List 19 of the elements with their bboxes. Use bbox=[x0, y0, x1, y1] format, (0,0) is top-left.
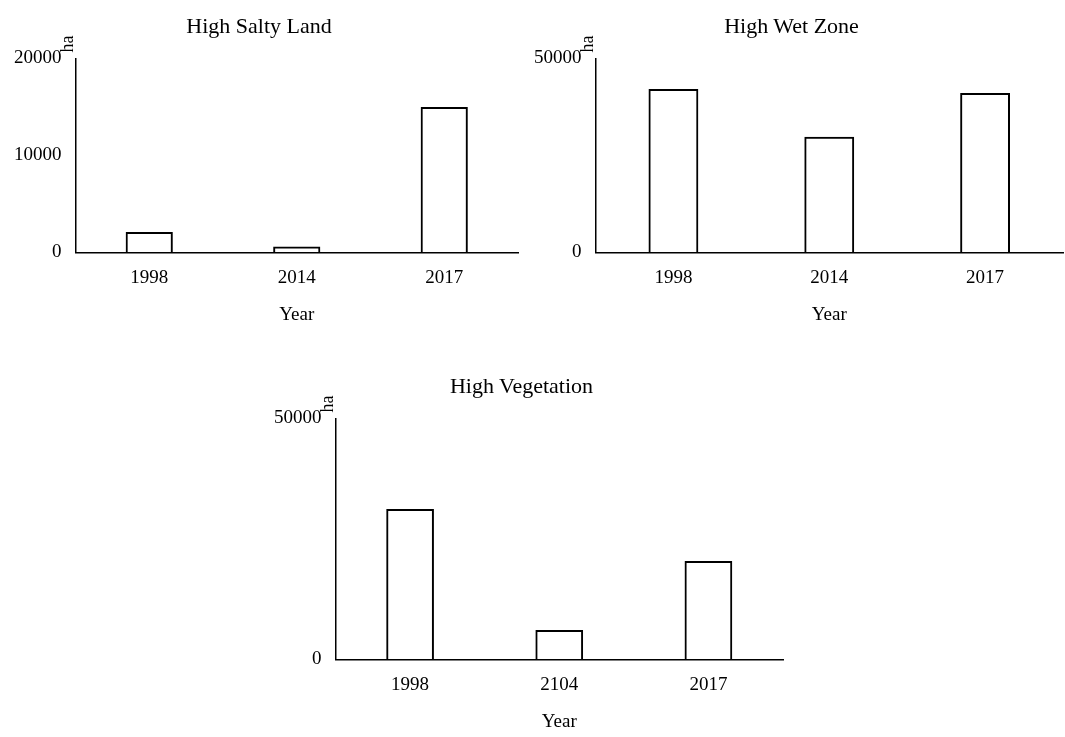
x-axis-title: Year bbox=[541, 709, 578, 731]
x-axis-title: Year bbox=[811, 302, 848, 324]
y-tick-label: 0 bbox=[52, 240, 62, 262]
x-tick-label: 1998 bbox=[654, 265, 693, 287]
x-tick-label: 1998 bbox=[130, 265, 169, 287]
chart-title: High Wet Zone bbox=[724, 12, 859, 38]
x-tick-label: 2014 bbox=[810, 265, 849, 287]
x-tick-label: 2104 bbox=[540, 672, 579, 694]
x-tick-label: 2014 bbox=[277, 265, 317, 287]
x-tick-label: 2017 bbox=[966, 265, 1005, 287]
x-tick-label: 2017 bbox=[689, 672, 728, 694]
y-tick-label: 0 bbox=[312, 647, 322, 669]
y-tick-label: 0 bbox=[572, 240, 582, 262]
chart-title: High Vegetation bbox=[449, 372, 594, 398]
x-tick-label: 2017 bbox=[425, 265, 464, 287]
y-tick-label: 10000 bbox=[14, 143, 62, 165]
x-tick-label: 1998 bbox=[391, 672, 430, 694]
chart-title: High Salty Land bbox=[186, 12, 332, 38]
x-axis-title: Year bbox=[279, 302, 315, 324]
